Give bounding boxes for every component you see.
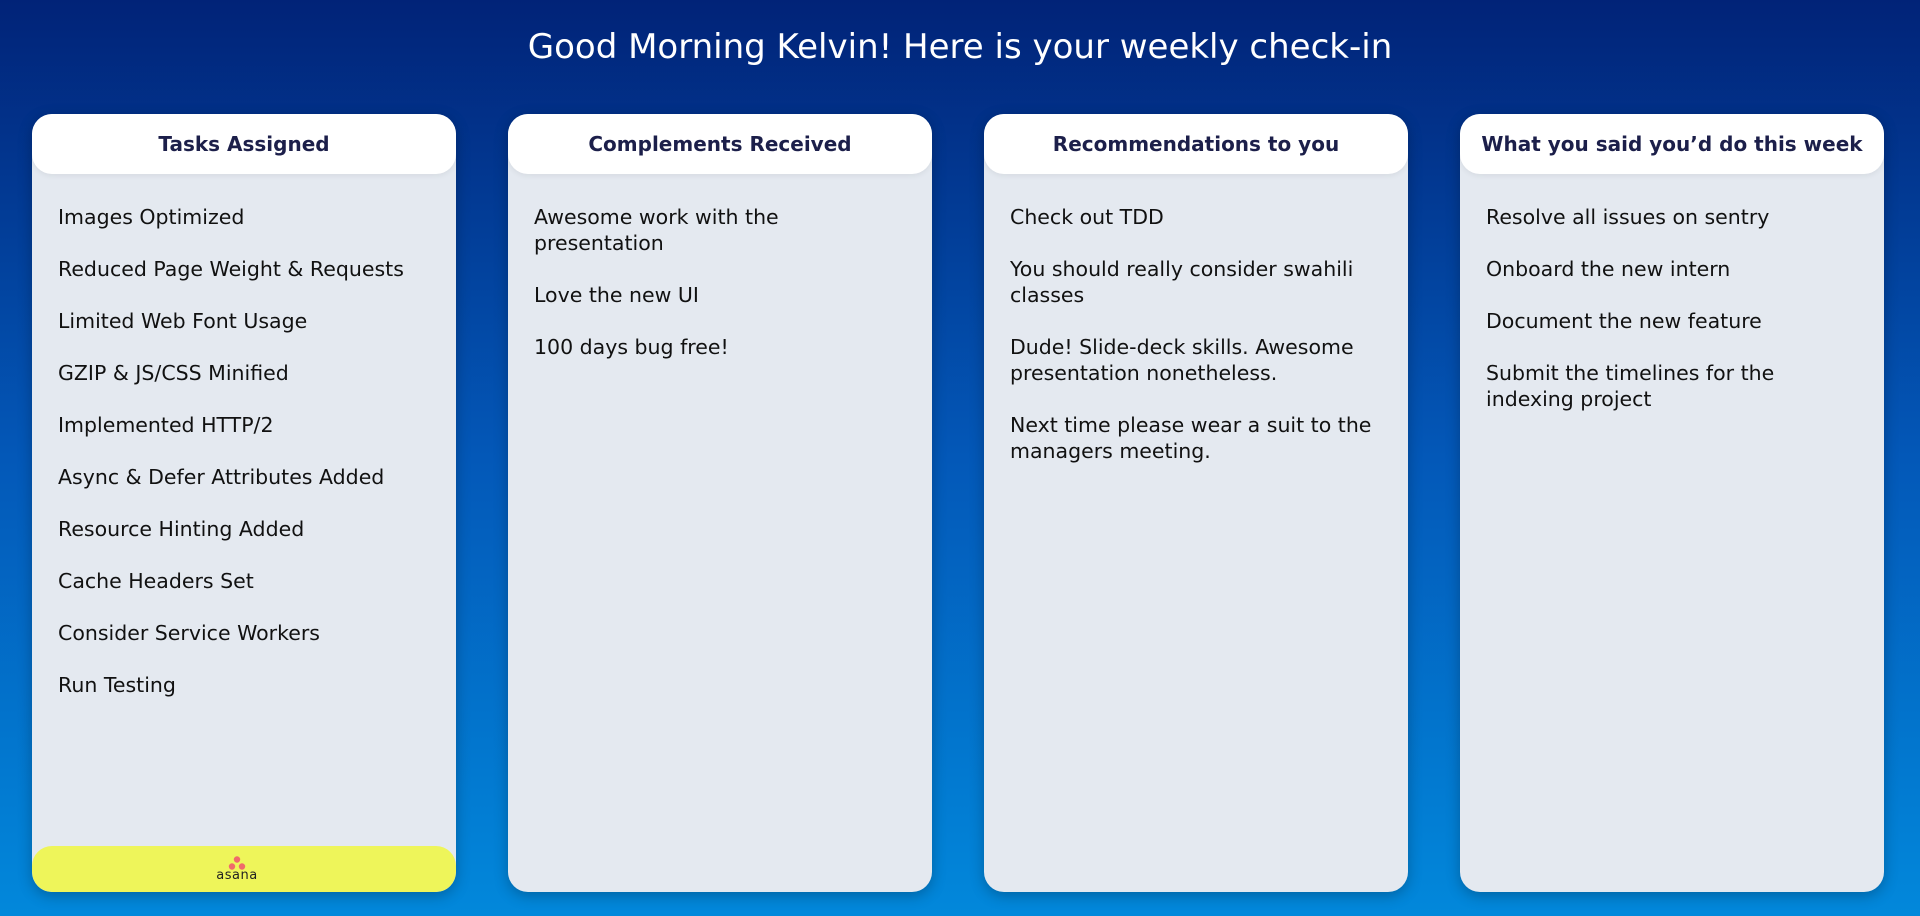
asana-wordmark: asana — [216, 868, 258, 883]
list-item: Run Testing — [58, 673, 176, 697]
list-item: Async & Defer Attributes Added — [58, 465, 385, 489]
list-item: Next time please wear a suit to the mana… — [1010, 413, 1372, 463]
list-item: Awesome work with the presentation — [534, 205, 779, 255]
list-item: Images Optimized — [58, 205, 245, 229]
list-item: Onboard the new intern — [1486, 257, 1731, 281]
column-title: Complements Received — [588, 132, 852, 156]
list-item: Submit the timelines for the indexing pr… — [1486, 361, 1775, 411]
item-list: Resolve all issues on sentry Onboard the… — [1460, 174, 1884, 412]
list-item: Resource Hinting Added — [58, 517, 305, 541]
column-title: What you said you’d do this week — [1481, 132, 1863, 156]
list-item: GZIP & JS/CSS Minified — [58, 361, 289, 385]
list-item: Document the new feature — [1486, 309, 1762, 333]
column-header: What you said you’d do this week — [1460, 114, 1884, 174]
column-recommendations: Recommendations to you Check out TDD You… — [984, 114, 1408, 892]
list-item: 100 days bug free! — [534, 335, 729, 359]
asana-footer[interactable]: asana — [32, 846, 456, 892]
list-item: Check out TDD — [1010, 205, 1164, 229]
item-list: Check out TDD You should really consider… — [984, 174, 1408, 464]
column-header: Complements Received — [508, 114, 932, 174]
checkin-board: Tasks Assigned Images Optimized Reduced … — [32, 114, 1884, 892]
column-title: Tasks Assigned — [158, 132, 330, 156]
column-weekly-commitments: What you said you’d do this week Resolve… — [1460, 114, 1884, 892]
list-item: Dude! Slide-deck skills. Awesome present… — [1010, 335, 1354, 385]
page-title: Good Morning Kelvin! Here is your weekly… — [527, 27, 1393, 67]
list-item: Cache Headers Set — [58, 569, 254, 593]
list-item: Reduced Page Weight & Requests — [58, 257, 404, 281]
column-complements-received: Complements Received Awesome work with t… — [508, 114, 932, 892]
asana-logo-icon[interactable]: asana — [216, 856, 257, 882]
list-item: Consider Service Workers — [58, 621, 320, 645]
column-tasks-assigned: Tasks Assigned Images Optimized Reduced … — [32, 114, 456, 892]
list-item: Implemented HTTP/2 — [58, 413, 274, 437]
list-item: You should really consider swahili class… — [1010, 257, 1354, 307]
asana-dots-icon — [228, 856, 246, 870]
column-header: Tasks Assigned — [32, 114, 456, 174]
column-header: Recommendations to you — [984, 114, 1408, 174]
column-title: Recommendations to you — [1052, 132, 1340, 156]
list-item: Limited Web Font Usage — [58, 309, 308, 333]
item-list: Awesome work with the presentation Love … — [508, 174, 932, 360]
list-item: Resolve all issues on sentry — [1486, 205, 1770, 229]
list-item: Love the new UI — [534, 283, 699, 307]
item-list: Images Optimized Reduced Page Weight & R… — [32, 174, 456, 698]
